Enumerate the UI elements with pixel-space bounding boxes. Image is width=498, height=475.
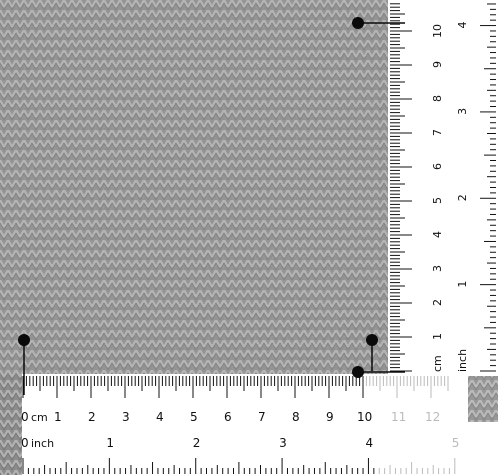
bottom-inch-ticks	[22, 458, 456, 474]
bottom-cm-label: 4	[156, 410, 164, 424]
bottom-cm-label: 2	[88, 410, 96, 424]
bottom-cm-label: 1	[54, 410, 62, 424]
marker-top-right	[352, 17, 364, 29]
bottom-inch-label: 5	[452, 436, 460, 450]
right-cm-label: 2	[431, 299, 444, 306]
right-cm-label: 7	[431, 129, 444, 136]
bottom-cm-labels: 0 1 2 3 4 5 6 7 8 9 10 11 12	[21, 410, 440, 424]
bottom-inch-label: 3	[279, 436, 287, 450]
bottom-cm-label: 5	[190, 410, 198, 424]
right-cm-labels: 1 2 3 4 5 6 7 8 9 10	[431, 24, 444, 340]
right-inch-label: 2	[456, 194, 469, 201]
right-ruler: 1 2 3 4 5 6 7 8 9 10 1 2 3 4 cm inch	[388, 0, 498, 376]
measurement-markers	[18, 17, 405, 395]
bottom-inch-label: 2	[193, 436, 201, 450]
bottom-cm-label: 6	[224, 410, 232, 424]
bottom-inch-unit: inch	[31, 437, 54, 450]
bottom-cm-label: 12	[425, 410, 440, 424]
bottom-cm-ticks	[22, 376, 449, 398]
bottom-cm-unit: cm	[31, 411, 48, 424]
bottom-cm-label: 8	[292, 410, 300, 424]
right-cm-label: 9	[431, 61, 444, 68]
bottom-cm-label: 10	[357, 410, 372, 424]
marker-bottom-right-upper	[366, 334, 378, 346]
right-cm-ticks	[390, 3, 412, 372]
right-cm-unit: cm	[431, 355, 444, 372]
bottom-cm-label: 7	[258, 410, 266, 424]
right-inch-label: 3	[456, 108, 469, 115]
bottom-cm-label: 9	[326, 410, 334, 424]
right-cm-label: 8	[431, 95, 444, 102]
right-cm-label: 3	[431, 265, 444, 272]
right-inch-labels: 1 2 3 4	[456, 22, 469, 288]
bottom-inch-label: 4	[365, 436, 373, 450]
bottom-inch-label: 1	[106, 436, 114, 450]
right-cm-label: 10	[431, 24, 444, 38]
bottom-cm-label: 3	[122, 410, 130, 424]
right-cm-label: 1	[431, 333, 444, 340]
bottom-cm-label: 11	[391, 410, 406, 424]
right-cm-label: 5	[431, 197, 444, 204]
right-inch-label: 1	[456, 281, 469, 288]
right-inch-ticks	[480, 3, 496, 372]
right-inch-label: 4	[456, 22, 469, 29]
bottom-inch-label: 0	[21, 436, 29, 450]
marker-bottom-right-corner	[352, 366, 364, 378]
right-cm-label: 6	[431, 163, 444, 170]
bottom-inch-labels: 0 1 2 3 4 5	[21, 436, 459, 450]
marker-bottom-left	[18, 334, 30, 346]
right-inch-unit: inch	[456, 349, 469, 372]
right-cm-label: 4	[431, 231, 444, 238]
bottom-cm-label: 0	[21, 410, 29, 424]
